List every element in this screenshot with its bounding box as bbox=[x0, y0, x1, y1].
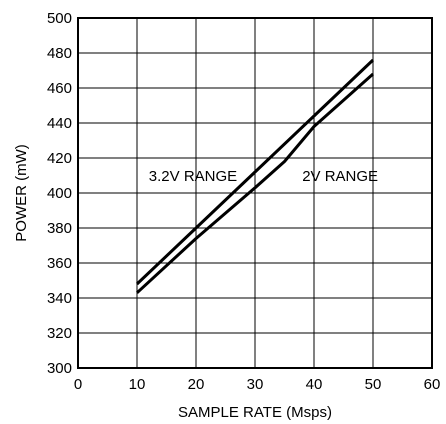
x-tick-label: 20 bbox=[188, 376, 205, 393]
range-label-1: 3.2V RANGE bbox=[149, 168, 237, 185]
series-group bbox=[135, 58, 375, 294]
y-tick-label: 460 bbox=[47, 80, 72, 97]
y-tick-label: 340 bbox=[47, 290, 72, 307]
x-tick-label: 0 bbox=[74, 376, 82, 393]
plot-frame bbox=[77, 17, 433, 369]
x-tick-label: 10 bbox=[129, 376, 146, 393]
y-tick-labels: 300 320 340 360 380 400 420 440 460 480 500 bbox=[47, 10, 72, 377]
y-axis-title: POWER (mW) bbox=[13, 144, 30, 241]
y-tick-label: 380 bbox=[47, 220, 72, 237]
y-tick-label: 420 bbox=[47, 150, 72, 167]
annotations: 3.2V RANGE 2V RANGE bbox=[149, 168, 378, 185]
series-line-2 bbox=[135, 72, 374, 294]
x-tick-label: 60 bbox=[424, 376, 441, 393]
y-tick-label: 500 bbox=[47, 10, 72, 27]
series-line-1 bbox=[135, 58, 375, 286]
x-tick-label: 40 bbox=[306, 376, 323, 393]
range-label-2: 2V RANGE bbox=[302, 168, 378, 185]
y-tick-label: 480 bbox=[47, 45, 72, 62]
y-tick-label: 400 bbox=[47, 185, 72, 202]
x-tick-labels: 0 10 20 30 40 50 60 bbox=[74, 376, 441, 393]
y-tick-label: 440 bbox=[47, 115, 72, 132]
x-axis-title: SAMPLE RATE (Msps) bbox=[178, 404, 332, 421]
x-tick-label: 30 bbox=[247, 376, 264, 393]
y-tick-label: 300 bbox=[47, 360, 72, 377]
x-tick-label: 50 bbox=[365, 376, 382, 393]
y-tick-label: 360 bbox=[47, 255, 72, 272]
y-tick-label: 320 bbox=[47, 325, 72, 342]
